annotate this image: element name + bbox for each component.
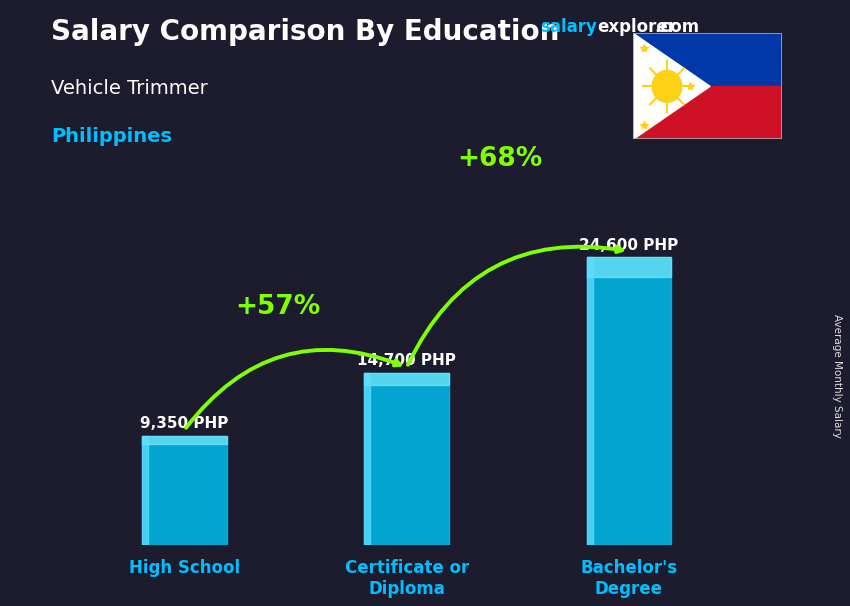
Bar (586, 257, 672, 278)
Text: 14,700 PHP: 14,700 PHP (357, 353, 456, 368)
Bar (142, 436, 227, 545)
Text: 9,350 PHP: 9,350 PHP (140, 416, 229, 431)
Text: Philippines: Philippines (51, 127, 172, 146)
Text: Salary Comparison By Education: Salary Comparison By Education (51, 18, 559, 46)
Text: Average Monthly Salary: Average Monthly Salary (832, 314, 842, 438)
Bar (365, 373, 449, 545)
Circle shape (652, 70, 682, 102)
Bar (633, 33, 782, 87)
Bar (142, 436, 148, 545)
Text: Vehicle Trimmer: Vehicle Trimmer (51, 79, 207, 98)
Bar (142, 436, 227, 444)
Text: 24,600 PHP: 24,600 PHP (580, 238, 678, 253)
Text: +68%: +68% (457, 146, 542, 172)
Bar (586, 257, 672, 545)
Text: explorer: explorer (598, 18, 677, 36)
Bar (365, 373, 371, 545)
Text: +57%: +57% (235, 295, 320, 321)
Polygon shape (633, 33, 710, 139)
Bar (365, 373, 449, 385)
Text: salary: salary (540, 18, 597, 36)
Bar (633, 87, 782, 139)
Text: .com: .com (654, 18, 700, 36)
Bar (586, 257, 592, 545)
